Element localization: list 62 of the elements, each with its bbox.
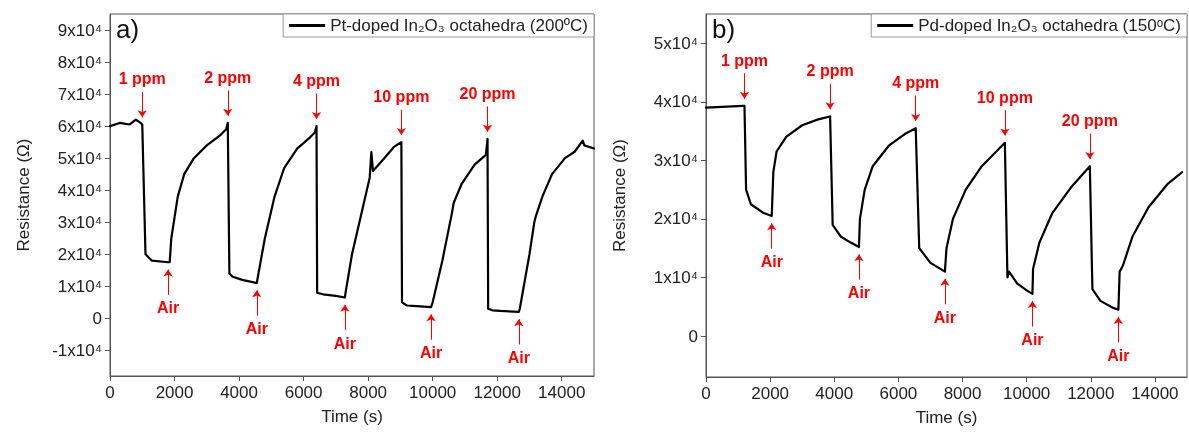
x-tick-label: 2000 (155, 383, 194, 402)
annotation: Air (847, 284, 871, 302)
y-tick-label: 0 (92, 308, 102, 328)
annotation: 10 ppm (976, 88, 1033, 106)
x-tick-label: 8000 (349, 383, 388, 402)
legend-label: Pt-doped In₂O₃ octahedra (200ºC) (330, 16, 588, 35)
y-tick-label: 5x10⁴ (653, 33, 698, 53)
annotation: 20 ppm (1061, 112, 1118, 130)
y-tick-label: 1x10⁴ (653, 267, 698, 287)
y-tick-label: 9x10⁴ (57, 20, 102, 40)
x-tick-label: 4000 (220, 383, 258, 402)
y-tick-label: 5x10⁴ (57, 148, 102, 168)
annotation: 2 ppm (204, 68, 252, 86)
annotation: 4 ppm (892, 74, 940, 91)
x-tick-label: 4000 (815, 384, 854, 403)
y-tick-label: 3x10⁴ (653, 150, 698, 170)
annotation: a) (116, 14, 140, 44)
y-axis-title: Resistance (Ω) (610, 139, 629, 252)
y-tick-label: -1x10⁴ (52, 340, 102, 360)
annotation: 1 ppm (720, 51, 769, 69)
annotation: Air (245, 320, 268, 338)
y-tick-label: 0 (688, 326, 698, 346)
annotation: Air (1021, 331, 1044, 349)
annotation: Air (333, 334, 357, 352)
annotation: 1 ppm (118, 70, 166, 88)
x-tick-label: 6000 (879, 384, 918, 403)
x-tick-label: 6000 (284, 383, 323, 402)
annotation: b) (712, 14, 736, 44)
line-series (704, 104, 1184, 311)
x-tick-label: 12000 (1067, 384, 1115, 403)
annotation: Air (760, 253, 783, 271)
y-tick-label: 4x10⁴ (57, 180, 102, 200)
annotation: Air (419, 344, 443, 362)
annotation: Air (507, 349, 530, 367)
x-tick-label: 14000 (538, 383, 586, 402)
y-tick-label: 7x10⁴ (57, 84, 102, 104)
annotation: 4 ppm (292, 72, 341, 90)
y-axis-title: Resistance (Ω) (14, 138, 33, 252)
y-tick-label: 1x10⁴ (57, 276, 102, 296)
x-tick-label: 0 (701, 384, 711, 403)
annotation: 20 ppm (459, 84, 516, 102)
annotation: Air (156, 299, 180, 317)
annotation: 10 ppm (373, 88, 430, 106)
y-tick-label: 2x10⁴ (57, 244, 102, 264)
x-tick-label: 2000 (751, 384, 790, 403)
y-tick-label: 2x10⁴ (653, 209, 698, 229)
x-tick-label: 0 (105, 383, 115, 402)
annotation: Air (1107, 346, 1130, 364)
y-tick-label: 3x10⁴ (57, 212, 102, 232)
annotation: 2 ppm (806, 62, 854, 80)
y-tick-label: 4x10⁴ (653, 92, 698, 112)
annotation: Air (933, 308, 957, 326)
y-tick-label: 8x10⁴ (57, 52, 102, 72)
x-tick-label: 10000 (1003, 384, 1051, 403)
x-tick-label: 8000 (943, 384, 982, 403)
legend-label: Pd-doped In₂O₃ octahedra (150ᵒC) (918, 16, 1181, 35)
x-axis-title: Time (s) (915, 408, 978, 427)
x-tick-label: 10000 (409, 383, 457, 402)
x-axis-title: Time (s) (321, 407, 383, 426)
x-tick-label: 14000 (1131, 384, 1179, 403)
y-tick-label: 6x10⁴ (57, 116, 102, 136)
x-tick-label: 12000 (473, 383, 521, 402)
